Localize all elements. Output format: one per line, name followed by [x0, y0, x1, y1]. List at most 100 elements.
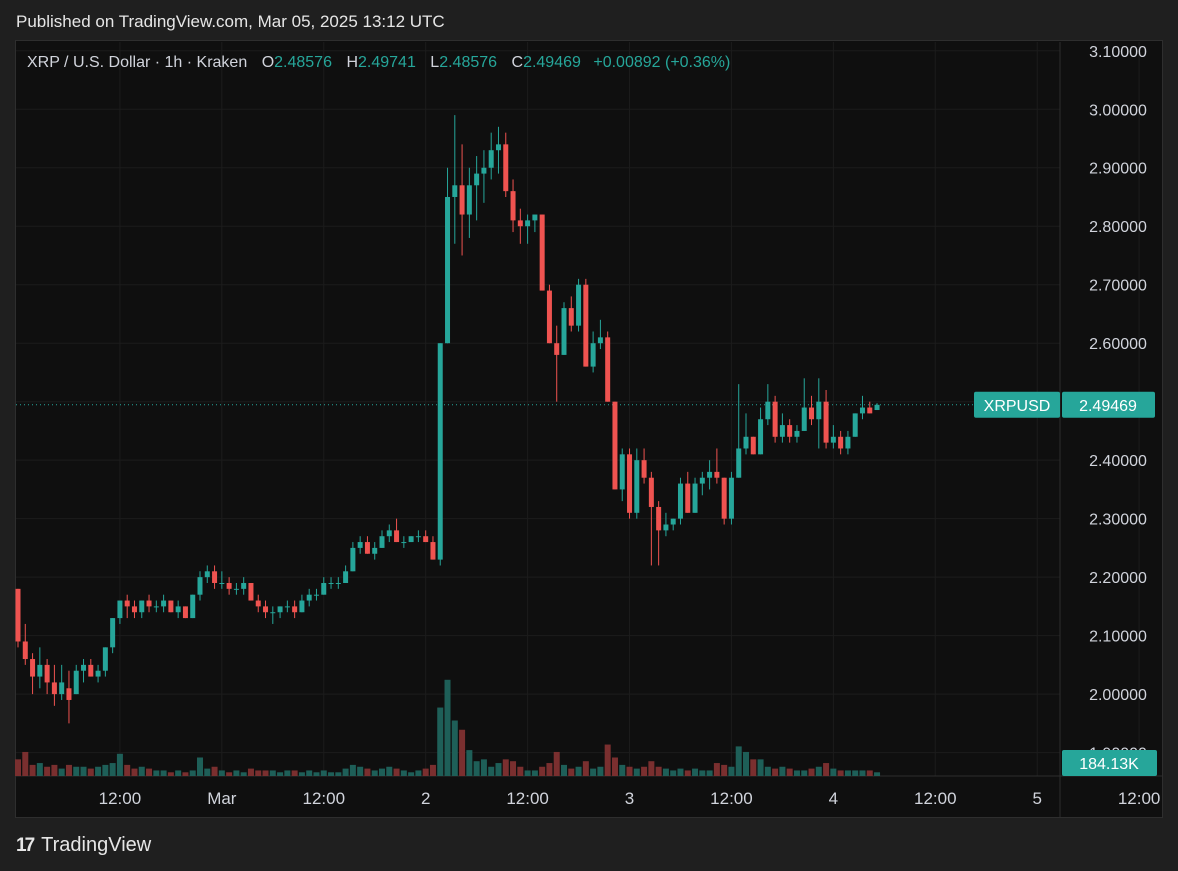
candle-body	[495, 144, 501, 151]
chart-frame[interactable]	[15, 40, 1163, 818]
candle-body	[313, 594, 319, 596]
candle-body	[182, 606, 188, 619]
volume-bar	[131, 768, 138, 776]
candle-body	[284, 606, 290, 608]
volume-bar	[670, 770, 677, 776]
candle-body	[22, 641, 28, 660]
candle-body	[321, 582, 327, 595]
y-tick-label: 2.90000	[1089, 161, 1147, 178]
volume-bar	[568, 768, 575, 776]
candle-body	[612, 401, 618, 490]
volume-bar	[801, 770, 808, 776]
volume-bar	[335, 772, 342, 776]
candle-body	[124, 600, 130, 607]
candle-body	[102, 647, 108, 671]
candle-body	[30, 659, 36, 677]
x-tick-label: 2	[421, 789, 430, 808]
volume-bar	[677, 768, 684, 776]
volume-bar	[422, 768, 429, 776]
volume-bar	[138, 766, 145, 776]
candle-body	[874, 404, 880, 411]
volume-bar	[743, 751, 749, 776]
volume-bar	[772, 768, 779, 776]
y-tick-label: 2.00000	[1089, 687, 1147, 704]
volume-bar	[619, 764, 626, 776]
volume-bar	[502, 759, 509, 776]
x-tick-label: 12:00	[914, 789, 957, 808]
volume-bar	[65, 764, 72, 776]
candle-body	[728, 477, 734, 519]
volume-bar	[44, 766, 51, 776]
candle-body	[721, 477, 727, 519]
volume-bar	[320, 770, 327, 776]
candle-body	[190, 594, 196, 619]
volume-bar	[408, 772, 415, 776]
candle-body	[583, 284, 589, 367]
low-label: L	[430, 54, 440, 71]
candle-body	[379, 536, 385, 548]
candle-body	[233, 588, 239, 590]
candle-body	[546, 290, 552, 344]
volume-bar	[633, 768, 640, 776]
volume-bar	[823, 763, 830, 776]
candle-body	[299, 600, 305, 613]
candle-body	[707, 471, 713, 478]
volume-bar	[313, 772, 320, 776]
volume-bar	[844, 770, 851, 776]
candle-body	[714, 471, 720, 478]
candle-body	[452, 185, 458, 197]
candle-body	[168, 600, 174, 613]
tradingview-brand: TradingView	[41, 834, 152, 856]
volume-bar	[218, 770, 225, 776]
candle-body	[576, 284, 582, 326]
volume-bar	[648, 761, 655, 776]
volume-bar	[15, 759, 21, 776]
volume-bar	[830, 768, 837, 776]
candle-body	[481, 167, 487, 174]
volume-bar	[437, 707, 444, 776]
candle-body	[415, 536, 421, 538]
volume-bar	[451, 720, 458, 776]
candle-body	[859, 407, 865, 414]
volume-bar	[874, 772, 881, 776]
candle-body	[350, 547, 356, 572]
x-tick-label: 12:00	[99, 789, 142, 808]
volume-bar	[153, 770, 160, 776]
volume-bar	[815, 766, 822, 776]
published-header: Published on TradingView.com, Mar 05, 20…	[16, 12, 445, 31]
x-tick-label: 12:00	[1118, 789, 1161, 808]
volume-bar	[473, 761, 480, 776]
volume-bar	[379, 768, 385, 776]
volume-bar	[36, 763, 43, 776]
candle-body	[212, 571, 218, 583]
candle-body	[823, 401, 829, 443]
volume-bar	[204, 768, 211, 776]
candle-body	[663, 524, 669, 531]
candle-body	[794, 430, 800, 437]
candle-body	[758, 419, 764, 455]
volume-bar	[444, 679, 451, 776]
x-tick-label: 12:00	[710, 789, 753, 808]
candle-body	[197, 577, 203, 595]
candle-body	[255, 600, 261, 607]
volume-bar	[793, 770, 800, 776]
tradingview-logo[interactable]: 17 TradingView	[16, 834, 151, 857]
candle-body	[772, 401, 778, 437]
candle-body	[466, 185, 472, 215]
volume-bar	[757, 759, 764, 776]
volume-bar	[197, 757, 203, 776]
candle-body	[736, 448, 742, 478]
volume-bar	[459, 729, 466, 776]
candle-body	[292, 606, 298, 613]
volume-bar	[160, 770, 167, 776]
volume-bar	[531, 770, 538, 776]
candle-body	[459, 185, 465, 215]
volume-bar	[641, 766, 648, 776]
candle-body	[161, 600, 167, 607]
volume-bar	[597, 766, 604, 776]
candle-body	[765, 401, 771, 420]
volume-bar	[728, 766, 735, 776]
volume-bar	[328, 772, 335, 776]
volume-bar	[342, 768, 349, 776]
